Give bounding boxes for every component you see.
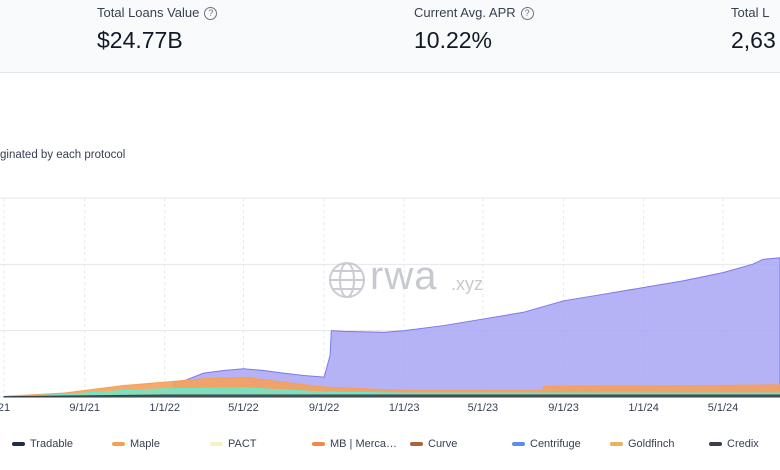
legend-swatch	[112, 442, 125, 447]
x-tick-label: 1/1/22	[149, 402, 180, 414]
series-area-credix	[3, 394, 780, 398]
series-area-figure	[173, 257, 780, 398]
globe-icon	[329, 262, 365, 298]
x-tick-label: 1/1/24	[628, 402, 659, 414]
rwa-watermark: rwa .xyz	[328, 254, 498, 313]
legend-label: Tradable	[30, 438, 74, 450]
legend-swatch	[12, 442, 25, 447]
legend-swatch	[709, 442, 722, 447]
x-tick-label: 9/1/22	[309, 402, 340, 414]
stats-bar: Total Loans Value? $24.77B Current Avg. …	[0, 0, 780, 73]
legend-label: PACT	[228, 438, 257, 450]
legend-item[interactable]: Tradable	[12, 438, 73, 450]
chart-legend: Tradable Maple PACT MB | Merca… Curve Centrif…	[0, 434, 780, 454]
legend-label: Curve	[428, 438, 458, 450]
x-tick-label: 21	[0, 402, 10, 414]
legend-label: Goldfinch	[628, 438, 675, 450]
stat-label: Total Loans Value	[97, 5, 200, 20]
legend-swatch	[410, 442, 423, 447]
stat-label: Current Avg. APR	[414, 5, 516, 20]
legend-swatch	[312, 442, 325, 447]
legend-item[interactable]: Centrifuge	[512, 438, 581, 450]
legend-label: MB | Merca…	[330, 438, 398, 450]
stat-label: Total L	[731, 5, 770, 20]
stat-value: $24.77B	[97, 27, 183, 53]
legend-item[interactable]: Maple	[112, 438, 160, 450]
watermark-suffix: .xyz	[451, 274, 484, 294]
x-tick-label: 9/1/23	[548, 402, 579, 414]
x-tick-label: 1/1/23	[389, 402, 420, 414]
legend-item[interactable]: MB | Merca…	[312, 438, 397, 450]
legend-swatch	[210, 442, 223, 447]
legend-item[interactable]: Credix	[709, 438, 759, 450]
watermark-brand: rwa	[370, 254, 438, 298]
x-tick-label: 5/1/24	[708, 402, 739, 414]
x-tick-label: 9/1/21	[69, 402, 100, 414]
legend-item[interactable]: PACT	[210, 438, 257, 450]
stat-value: 10.22%	[414, 27, 493, 53]
legend-swatch	[512, 442, 525, 447]
x-tick-label: 5/1/23	[468, 402, 499, 414]
chart-subtitle: ginated by each protocol	[0, 149, 126, 161]
legend-label: Credix	[727, 438, 759, 450]
legend-label: Centrifuge	[530, 438, 581, 450]
loans-area-chart: 21 9/1/21 1/1/22 5/1/22 9/1/22 1/1/23 5/1/23 9/…	[0, 197, 780, 414]
help-icon[interactable]: ?	[204, 7, 218, 20]
help-icon[interactable]: ?	[520, 7, 534, 20]
x-tick-label: 5/1/22	[228, 402, 259, 414]
stat-value: 2,63	[731, 27, 776, 53]
legend-label: Maple	[130, 438, 160, 450]
legend-item[interactable]: Goldfinch	[610, 438, 674, 450]
legend-swatch	[610, 442, 623, 447]
legend-item[interactable]: Curve	[410, 438, 457, 450]
